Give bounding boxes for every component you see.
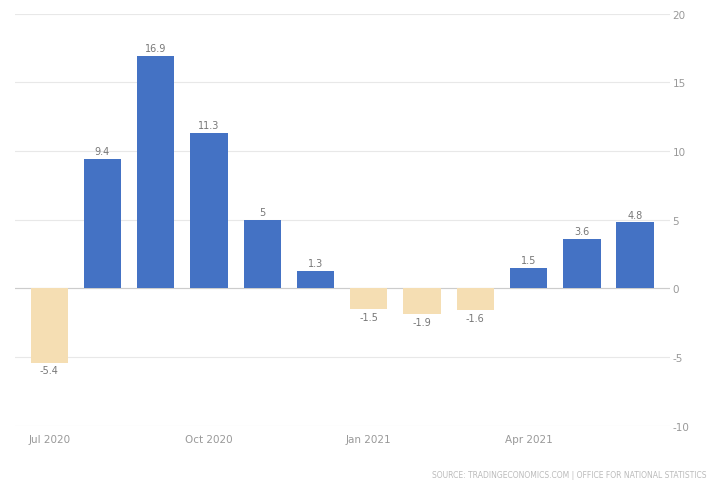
Text: 1.5: 1.5	[521, 256, 537, 265]
Bar	[31, 289, 68, 363]
Text: 11.3: 11.3	[198, 121, 220, 131]
Bar	[297, 271, 334, 289]
Text: -1.6: -1.6	[466, 314, 485, 323]
Bar	[350, 289, 387, 309]
Bar	[403, 289, 440, 315]
Bar	[456, 289, 494, 311]
Bar	[563, 240, 601, 289]
Bar	[244, 220, 281, 289]
Text: 1.3: 1.3	[308, 258, 323, 268]
Text: 16.9: 16.9	[145, 45, 167, 54]
Bar	[84, 160, 121, 289]
Bar	[510, 268, 547, 289]
Bar	[190, 134, 228, 289]
Bar	[617, 223, 654, 289]
Text: 5: 5	[259, 208, 266, 217]
Bar	[137, 57, 175, 289]
Text: -5.4: -5.4	[40, 365, 59, 376]
Text: 3.6: 3.6	[574, 227, 590, 237]
Text: 9.4: 9.4	[95, 147, 110, 157]
Text: SOURCE: TRADINGECONOMICS.COM | OFFICE FOR NATIONAL STATISTICS: SOURCE: TRADINGECONOMICS.COM | OFFICE FO…	[432, 470, 706, 479]
Text: 4.8: 4.8	[628, 210, 643, 220]
Text: -1.5: -1.5	[360, 312, 379, 322]
Text: -1.9: -1.9	[413, 318, 432, 328]
